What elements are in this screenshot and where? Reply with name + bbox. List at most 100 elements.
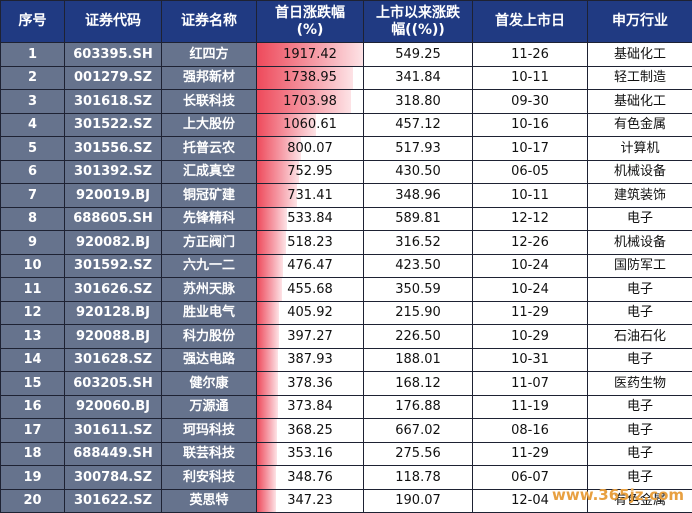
first-day-value: 397.27	[287, 329, 333, 344]
first-day-bar	[257, 325, 279, 348]
first-day-bar	[257, 490, 276, 513]
listing-date-cell: 12-26	[473, 231, 588, 255]
security-name-cell: 科力股份	[162, 325, 257, 349]
first-day-bar	[257, 396, 278, 419]
since-listing-change-cell: 168.12	[364, 372, 473, 396]
header-name: 证券名称	[162, 1, 257, 43]
industry-cell: 电子	[588, 419, 692, 443]
since-listing-change-cell: 350.59	[364, 278, 473, 302]
security-code-cell: 688449.SH	[65, 442, 162, 466]
row-number-cell: 2	[1, 66, 65, 90]
first-day-change-cell: 1738.95	[257, 66, 364, 90]
row-number-cell: 10	[1, 254, 65, 278]
security-name-cell: 铜冠矿建	[162, 184, 257, 208]
since-listing-change-cell: 190.07	[364, 489, 473, 513]
since-listing-change-cell: 118.78	[364, 466, 473, 490]
industry-cell: 基础化工	[588, 43, 692, 67]
row-number-cell: 13	[1, 325, 65, 349]
first-day-change-cell: 731.41	[257, 184, 364, 208]
first-day-change-cell: 518.23	[257, 231, 364, 255]
row-number-cell: 16	[1, 395, 65, 419]
row-number-cell: 7	[1, 184, 65, 208]
security-code-cell: 920060.BJ	[65, 395, 162, 419]
first-day-value: 1917.42	[283, 47, 337, 62]
security-name-cell: 健尔康	[162, 372, 257, 396]
first-day-bar	[257, 231, 286, 254]
industry-cell: 建筑装饰	[588, 184, 692, 208]
industry-cell: 计算机	[588, 137, 692, 161]
first-day-change-cell: 373.84	[257, 395, 364, 419]
security-name-cell: 强邦新材	[162, 66, 257, 90]
security-name-cell: 先锋精科	[162, 207, 257, 231]
listing-date-cell: 10-17	[473, 137, 588, 161]
industry-cell: 国防军工	[588, 254, 692, 278]
since-listing-change-cell: 215.90	[364, 301, 473, 325]
first-day-value: 347.23	[287, 493, 333, 508]
header-code: 证券代码	[65, 1, 162, 43]
row-number-cell: 1	[1, 43, 65, 67]
first-day-bar	[257, 372, 278, 395]
since-listing-change-cell: 667.02	[364, 419, 473, 443]
first-day-bar	[257, 349, 278, 372]
security-name-cell: 联芸科技	[162, 442, 257, 466]
industry-cell: 基础化工	[588, 90, 692, 114]
first-day-change-cell: 752.95	[257, 160, 364, 184]
security-name-cell: 红四方	[162, 43, 257, 67]
security-name-cell: 英思特	[162, 489, 257, 513]
industry-cell: 有色金属	[588, 113, 692, 137]
first-day-value: 1060.61	[283, 117, 337, 132]
security-name-cell: 托普云农	[162, 137, 257, 161]
security-code-cell: 301556.SZ	[65, 137, 162, 161]
listing-date-cell: 11-26	[473, 43, 588, 67]
first-day-change-cell: 476.47	[257, 254, 364, 278]
since-listing-change-cell: 275.56	[364, 442, 473, 466]
since-listing-change-cell: 348.96	[364, 184, 473, 208]
security-name-cell: 强达电路	[162, 348, 257, 372]
security-code-cell: 920019.BJ	[65, 184, 162, 208]
row-number-cell: 11	[1, 278, 65, 302]
header-since-listing: 上市以来涨跌幅((%))	[364, 1, 473, 43]
first-day-change-cell: 368.25	[257, 419, 364, 443]
first-day-value: 405.92	[287, 305, 333, 320]
row-number-cell: 17	[1, 419, 65, 443]
since-listing-change-cell: 457.12	[364, 113, 473, 137]
industry-cell: 电子	[588, 207, 692, 231]
listing-date-cell: 12-12	[473, 207, 588, 231]
first-day-change-cell: 1703.98	[257, 90, 364, 114]
first-day-bar	[257, 278, 282, 301]
first-day-value: 378.36	[287, 376, 333, 391]
row-number-cell: 12	[1, 301, 65, 325]
first-day-bar	[257, 302, 279, 325]
listing-date-cell: 10-31	[473, 348, 588, 372]
listing-date-cell: 10-24	[473, 254, 588, 278]
security-name-cell: 六九一二	[162, 254, 257, 278]
security-name-cell: 珂玛科技	[162, 419, 257, 443]
security-code-cell: 301592.SZ	[65, 254, 162, 278]
first-day-change-cell: 1060.61	[257, 113, 364, 137]
security-code-cell: 301392.SZ	[65, 160, 162, 184]
row-number-cell: 20	[1, 489, 65, 513]
security-code-cell: 301626.SZ	[65, 278, 162, 302]
since-listing-change-cell: 430.50	[364, 160, 473, 184]
row-number-cell: 9	[1, 231, 65, 255]
industry-cell: 机械设备	[588, 160, 692, 184]
first-day-value: 348.76	[287, 470, 333, 485]
first-day-value: 533.84	[287, 211, 333, 226]
row-number-cell: 4	[1, 113, 65, 137]
row-number-cell: 18	[1, 442, 65, 466]
industry-cell: 电子	[588, 301, 692, 325]
first-day-change-cell: 353.16	[257, 442, 364, 466]
since-listing-change-cell: 176.88	[364, 395, 473, 419]
first-day-change-cell: 800.07	[257, 137, 364, 161]
since-listing-change-cell: 423.50	[364, 254, 473, 278]
first-day-bar	[257, 466, 276, 489]
first-day-change-cell: 405.92	[257, 301, 364, 325]
listing-date-cell: 11-07	[473, 372, 588, 396]
